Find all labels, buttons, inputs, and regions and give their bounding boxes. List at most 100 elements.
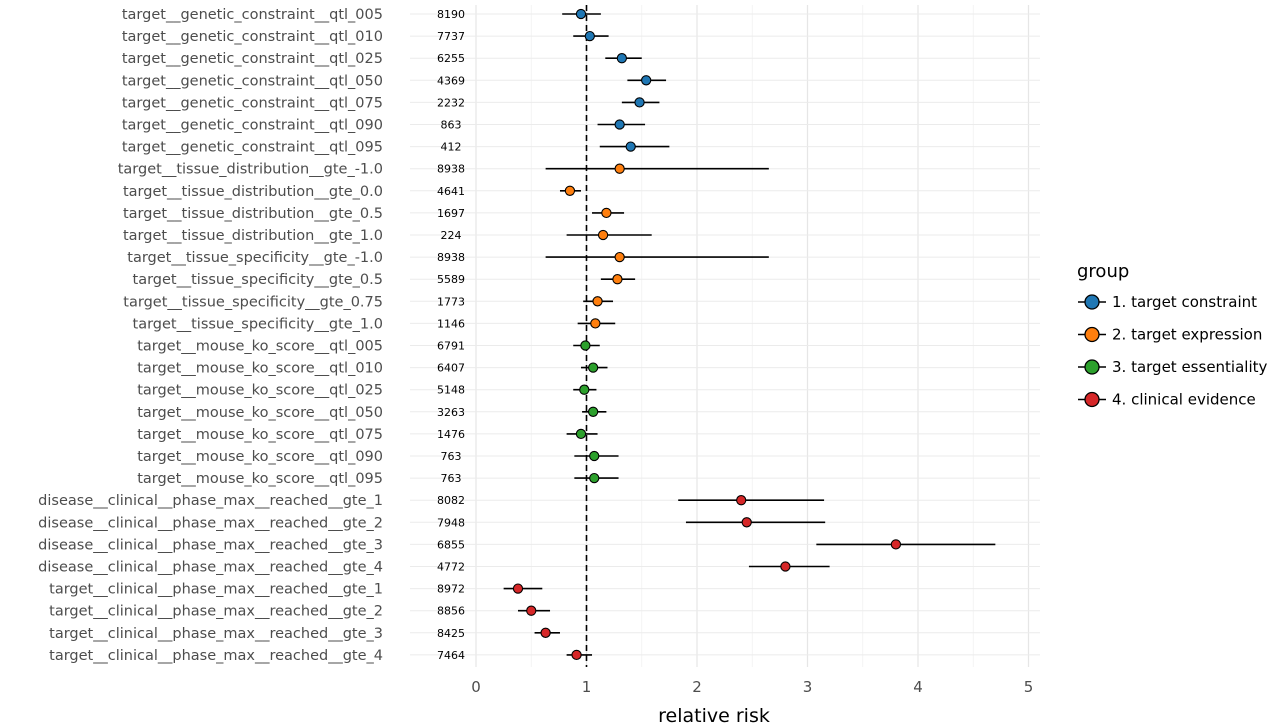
- point-estimate: [592, 296, 603, 307]
- row-count: 7948: [437, 516, 465, 529]
- point-estimate: [597, 229, 609, 241]
- point-estimate: [512, 583, 524, 594]
- row-count: 8082: [437, 494, 465, 507]
- row-count: 6791: [437, 340, 465, 353]
- row-label: disease__clinical__phase_max__reached__g…: [38, 560, 383, 576]
- row-count: 3263: [437, 406, 465, 419]
- row-count: 8938: [437, 251, 465, 264]
- x-tick-label: 5: [1024, 678, 1034, 696]
- row-count: 6407: [437, 362, 465, 375]
- point-estimate: [579, 384, 590, 395]
- table-row: target__mouse_ko_score__qtl_025 5148: [137, 383, 597, 399]
- row-label: target__tissue_specificity__gte_1.0: [133, 316, 383, 332]
- row-count: 8190: [437, 8, 465, 21]
- row-count: 1697: [437, 207, 465, 220]
- point-estimate: [580, 340, 591, 351]
- table-row: disease__clinical__phase_max__reached__g…: [38, 560, 830, 576]
- table-row: disease__clinical__phase_max__reached__g…: [38, 493, 825, 509]
- row-label: disease__clinical__phase_max__reached__g…: [38, 537, 383, 553]
- table-row: target__mouse_ko_score__qtl_090 763: [137, 449, 619, 465]
- row-count: 7737: [437, 30, 465, 43]
- row-count: 5148: [437, 384, 465, 397]
- row-count: 4641: [437, 185, 465, 198]
- point-estimate: [625, 141, 636, 152]
- x-axis: 0 1 2 3 4 5: [471, 678, 1033, 696]
- row-count: 4772: [437, 561, 465, 574]
- table-row: target__tissue_distribution__gte_1.0 224: [123, 228, 652, 244]
- point-estimate: [736, 495, 747, 506]
- x-tick-label: 4: [913, 678, 923, 696]
- legend-marker: [1084, 294, 1100, 310]
- row-label: target__genetic_constraint__qtl_005: [122, 7, 383, 23]
- legend-label: 2. target expression: [1112, 326, 1262, 344]
- legend-label: 1. target constraint: [1112, 293, 1257, 311]
- point-estimate: [612, 274, 623, 285]
- x-tick-label: 1: [582, 678, 592, 696]
- x-tick-label: 0: [471, 678, 481, 696]
- table-row: target__genetic_constraint__qtl_050 4369: [122, 73, 667, 89]
- row-count: 8856: [437, 605, 465, 618]
- row-count: 8972: [437, 583, 465, 596]
- row-count: 8425: [437, 627, 465, 640]
- table-row: target__tissue_specificity__gte_-1.0 8938: [127, 250, 769, 266]
- legend-item: 1. target constraint: [1078, 293, 1257, 311]
- point-estimate: [634, 97, 645, 108]
- table-row: target__tissue_distribution__gte_0.5 1697: [123, 206, 625, 222]
- legend-marker: [1084, 391, 1100, 408]
- point-estimate: [564, 185, 576, 196]
- row-label: target__genetic_constraint__qtl_075: [122, 95, 383, 111]
- point-estimate: [587, 362, 599, 373]
- table-row: target__tissue_specificity__gte_0.5 5589: [133, 272, 636, 288]
- row-count: 1476: [437, 428, 465, 441]
- table-row: target__genetic_constraint__qtl_005 8190: [122, 7, 601, 23]
- row-label: target__mouse_ko_score__qtl_050: [137, 405, 383, 421]
- table-row: target__clinical__phase_max__reached__gt…: [49, 626, 560, 642]
- row-label: target__tissue_distribution__gte_1.0: [123, 228, 383, 244]
- point-estimate: [589, 472, 600, 484]
- table-row: target__clinical__phase_max__reached__gt…: [49, 648, 593, 664]
- legend: group 1. target constraint 2. target expr…: [1077, 261, 1268, 409]
- point-estimate: [584, 30, 595, 42]
- table-row: target__genetic_constraint__qtl_010 7737: [122, 29, 609, 45]
- point-estimate: [614, 163, 625, 174]
- row-count: 763: [441, 450, 462, 463]
- table-row: target__mouse_ko_score__qtl_005 6791: [137, 339, 600, 355]
- legend-item: 4. clinical evidence: [1078, 391, 1256, 409]
- table-row: disease__clinical__phase_max__reached__g…: [38, 537, 996, 553]
- row-label: target__mouse_ko_score__qtl_025: [137, 383, 383, 399]
- point-estimate: [589, 450, 600, 462]
- table-row: target__genetic_constraint__qtl_025 6255: [122, 51, 642, 67]
- row-label: target__mouse_ko_score__qtl_010: [137, 361, 383, 377]
- row-label: target__genetic_constraint__qtl_090: [122, 118, 383, 134]
- table-row: target__tissue_distribution__gte_-1.0 893…: [118, 162, 769, 178]
- table-row: disease__clinical__phase_max__reached__g…: [38, 515, 826, 531]
- point-estimate: [575, 428, 587, 440]
- row-label: disease__clinical__phase_max__reached__g…: [38, 515, 383, 531]
- row-label: target__clinical__phase_max__reached__gt…: [49, 582, 383, 598]
- row-label: target__tissue_specificity__gte_0.75: [123, 294, 383, 310]
- table-row: target__mouse_ko_score__qtl_075 1476: [137, 427, 598, 443]
- x-tick-label: 2: [692, 678, 702, 696]
- row-count: 224: [441, 229, 462, 242]
- legend-title: group: [1077, 261, 1129, 282]
- point-estimate: [780, 561, 791, 572]
- table-row: target__clinical__phase_max__reached__gt…: [49, 604, 551, 620]
- table-row: target__mouse_ko_score__qtl_050 3263: [137, 405, 607, 421]
- point-estimate: [890, 539, 902, 550]
- row-label: target__mouse_ko_score__qtl_095: [137, 471, 383, 487]
- row-label: target__tissue_specificity__gte_-1.0: [127, 250, 383, 266]
- point-estimate: [590, 318, 601, 329]
- row-count: 8938: [437, 163, 465, 176]
- point-estimate: [614, 251, 625, 263]
- legend-marker: [1084, 359, 1100, 375]
- point-estimate: [571, 649, 582, 661]
- point-estimate: [601, 207, 612, 219]
- data-rows: target__genetic_constraint__qtl_005 8190t…: [38, 7, 996, 664]
- row-label: target__clinical__phase_max__reached__gt…: [49, 604, 383, 620]
- point-estimate: [616, 53, 628, 64]
- point-estimate: [741, 517, 752, 528]
- legend-marker: [1084, 326, 1100, 343]
- x-axis-title: relative risk: [658, 705, 770, 725]
